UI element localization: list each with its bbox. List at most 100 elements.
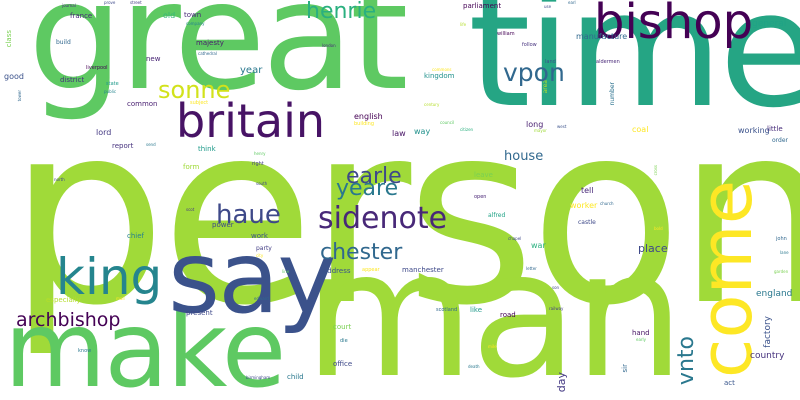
- word-district: district: [60, 76, 85, 84]
- word-great: great: [28, 0, 409, 124]
- word-street: street: [130, 0, 142, 5]
- word-leave: leave: [474, 171, 493, 179]
- word-life: life: [460, 22, 467, 27]
- word-john: john: [776, 236, 787, 242]
- word-use: use: [544, 4, 552, 9]
- word-scot: scot: [186, 207, 195, 212]
- word-hand: hand: [632, 329, 650, 337]
- word-scotland: scotland: [436, 307, 458, 313]
- word-house: house: [504, 149, 544, 164]
- word-present: present: [186, 309, 213, 317]
- word-area: area: [542, 80, 549, 94]
- word-coal: coal: [632, 125, 649, 134]
- word-land: land: [545, 59, 556, 65]
- word-war: war: [531, 241, 546, 250]
- word-earle: earle: [346, 164, 402, 189]
- word-form: form: [183, 163, 200, 171]
- word-little: little: [767, 125, 783, 133]
- word-address: address: [323, 267, 351, 275]
- word-manufacture: manufacture: [576, 32, 628, 41]
- word-state: state: [106, 81, 119, 87]
- word-france: france: [70, 12, 93, 20]
- word-new: new: [146, 55, 161, 63]
- word-edward: edward: [254, 296, 269, 301]
- word-act: act: [724, 379, 735, 387]
- word-william: william: [497, 31, 515, 37]
- word-sonne: sonne: [158, 76, 231, 104]
- word-earl: earl: [568, 0, 576, 5]
- word-archbishop: archbishop: [16, 309, 121, 331]
- word-place: place: [638, 242, 668, 255]
- word-liverpool: liverpool: [86, 65, 108, 71]
- word-especially: especially: [46, 296, 81, 304]
- word-majesty: majesty: [196, 39, 224, 47]
- word-time: time: [468, 0, 800, 143]
- word-england: england: [756, 289, 793, 299]
- word-chief: chief: [127, 232, 145, 240]
- word-long: long: [526, 120, 544, 129]
- word-person: person: [8, 69, 800, 360]
- word-appear: appear: [362, 267, 380, 273]
- word-chester: chester: [320, 240, 403, 265]
- word-tell: tell: [581, 186, 594, 195]
- word-garden: garden: [774, 269, 789, 274]
- word-cathedral: cathedral: [198, 51, 217, 56]
- word-haue: haue: [216, 200, 281, 230]
- word-alfred: alfred: [488, 212, 506, 219]
- word-aldermen: aldermen: [596, 59, 620, 65]
- word-say: say: [168, 219, 337, 336]
- word-parliament: parliament: [463, 2, 502, 10]
- word-make: make: [4, 289, 286, 400]
- word-sir: sir: [621, 364, 629, 373]
- word-factory: factory: [763, 316, 773, 348]
- word-death: death: [468, 364, 480, 369]
- word-son: son: [552, 285, 560, 290]
- word-country: country: [750, 351, 785, 361]
- word-general: general: [752, 19, 787, 29]
- word-building: building: [354, 121, 375, 127]
- word-follow: follow: [522, 42, 537, 48]
- word-south: south: [256, 181, 268, 186]
- word-west: west: [557, 124, 567, 129]
- word-manchester: manchester: [402, 266, 444, 274]
- word-think: think: [198, 145, 216, 153]
- word-party: party: [256, 245, 272, 252]
- word-know: know: [78, 348, 92, 354]
- word-office: office: [333, 360, 353, 368]
- word-journal: journal: [62, 3, 76, 8]
- word-church: church: [600, 201, 614, 206]
- word-city: city: [256, 253, 264, 258]
- word-citizen: citizen: [460, 127, 474, 132]
- word-report: report: [112, 142, 134, 150]
- word-like: like: [470, 306, 483, 314]
- word-class: class: [5, 30, 13, 48]
- word-open: open: [474, 194, 487, 200]
- word-mayor: mayor: [534, 128, 547, 133]
- word-bishop: bishop: [594, 0, 754, 50]
- word-commons: commons: [432, 67, 452, 72]
- word-kingdom: kingdom: [424, 72, 455, 80]
- word-year: year: [240, 65, 263, 76]
- word-mail: mail: [116, 296, 125, 301]
- word-london: london: [322, 43, 336, 48]
- word-chapel: chapel: [508, 236, 522, 241]
- word-work: work: [251, 232, 268, 240]
- word-britain: britain: [176, 94, 326, 148]
- word-working: working: [738, 126, 770, 135]
- word-prove: prove: [104, 0, 116, 5]
- word-child: child: [287, 373, 304, 381]
- word-common: common: [127, 100, 158, 108]
- word-henrie: henrie: [306, 0, 377, 24]
- word-birmingham: birmingham: [246, 375, 271, 380]
- word-early: early: [636, 337, 647, 342]
- word-bold: bold: [654, 226, 663, 231]
- word-yeare: yeare: [336, 176, 399, 201]
- word-company: company: [186, 21, 205, 26]
- word-lord: lord: [96, 128, 112, 137]
- word-lane: lane: [780, 250, 789, 255]
- word-old: old: [163, 11, 176, 20]
- word-english: english: [354, 112, 383, 121]
- word-town: town: [184, 11, 202, 19]
- word-cross: cross: [653, 165, 658, 176]
